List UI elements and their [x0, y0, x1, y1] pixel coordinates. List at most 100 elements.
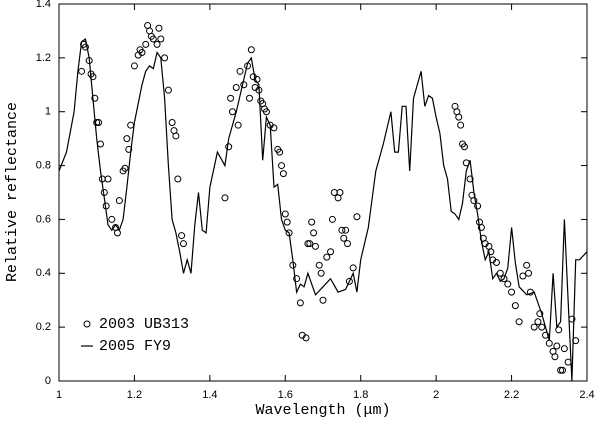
data-point [310, 229, 318, 237]
data-point [104, 175, 112, 183]
data-point [555, 326, 563, 334]
data-point [178, 232, 186, 240]
data-point [470, 197, 478, 205]
x-tick-label: 2.2 [504, 389, 519, 401]
data-point [538, 323, 546, 331]
data-point [89, 73, 97, 81]
data-point [455, 113, 463, 121]
data-point [319, 296, 327, 304]
data-point [345, 277, 353, 285]
data-point [323, 253, 331, 261]
data-point [511, 302, 519, 310]
data-point [342, 226, 350, 234]
data-point [113, 229, 121, 237]
data-point [466, 175, 474, 183]
data-point [525, 269, 533, 277]
x-tick-label: 1 [56, 389, 62, 401]
data-point [225, 143, 233, 151]
data-point [306, 240, 314, 248]
data-point [276, 148, 284, 156]
y-tick-label: 1.4 [36, 0, 51, 10]
data-point [523, 261, 531, 269]
legend-marker [83, 320, 91, 328]
data-point [108, 215, 116, 223]
data-point [530, 323, 538, 331]
data-point [153, 40, 161, 48]
data-point [78, 67, 86, 75]
data-point [315, 261, 323, 269]
data-point [534, 318, 542, 326]
data-point [349, 264, 357, 272]
data-point [227, 94, 235, 102]
data-point [340, 234, 348, 242]
data-point [278, 162, 286, 170]
data-point [487, 248, 495, 256]
legend-label: 2003 UB313 [99, 316, 189, 333]
data-point [477, 224, 485, 232]
data-point [296, 299, 304, 307]
data-point [174, 175, 182, 183]
data-point [545, 339, 553, 347]
data-point [157, 35, 165, 43]
data-point [558, 366, 566, 374]
y-tick-label: 0.8 [36, 159, 51, 171]
x-tick-label: 1.6 [278, 389, 293, 401]
data-point [149, 35, 157, 43]
data-point [308, 218, 316, 226]
data-point [492, 259, 500, 267]
data-point [500, 275, 508, 283]
data-point [328, 215, 336, 223]
x-tick-label: 1.2 [127, 389, 142, 401]
data-point [168, 118, 176, 126]
data-point [279, 170, 287, 178]
data-point [228, 108, 236, 116]
x-tick-label: 1.4 [202, 389, 217, 401]
data-point [121, 164, 129, 172]
data-point [474, 202, 482, 210]
x-tick-label: 2.4 [579, 389, 594, 401]
data-point [551, 353, 559, 361]
data-point [460, 143, 468, 151]
data-point [81, 43, 89, 51]
data-point [536, 310, 544, 318]
y-tick-label: 0 [45, 375, 51, 387]
data-point [560, 345, 568, 353]
data-point [172, 132, 180, 140]
data-point [96, 140, 104, 148]
data-point [247, 46, 255, 54]
data-point [283, 218, 291, 226]
data-point [127, 121, 135, 129]
data-point [142, 40, 150, 48]
x-tick-label: 2 [433, 389, 439, 401]
data-point [515, 318, 523, 326]
y-tick-label: 0.4 [36, 267, 51, 279]
data-point [155, 24, 163, 32]
data-point [504, 280, 512, 288]
data-point [564, 358, 572, 366]
data-point [262, 108, 270, 116]
data-point [164, 86, 172, 94]
data-point [317, 269, 325, 277]
data-point [344, 240, 352, 248]
data-point [508, 288, 516, 296]
data-point [457, 121, 465, 129]
data-point [330, 189, 338, 196]
data-point [125, 145, 133, 153]
data-point [302, 334, 310, 342]
data-point [270, 124, 278, 132]
data-point [327, 248, 335, 256]
data-point [161, 54, 169, 62]
data-point [138, 48, 146, 56]
data-point [519, 272, 527, 280]
data-point [234, 121, 242, 129]
data-point [553, 342, 561, 350]
data-point [232, 83, 240, 91]
data-point [115, 197, 123, 205]
data-point [557, 366, 565, 374]
x-axis-label: Wavelength (μm) [255, 402, 390, 419]
legend-label: 2005 FY9 [99, 338, 171, 355]
data-point [496, 269, 504, 277]
plot-frame [58, 3, 588, 382]
data-point [130, 62, 138, 70]
